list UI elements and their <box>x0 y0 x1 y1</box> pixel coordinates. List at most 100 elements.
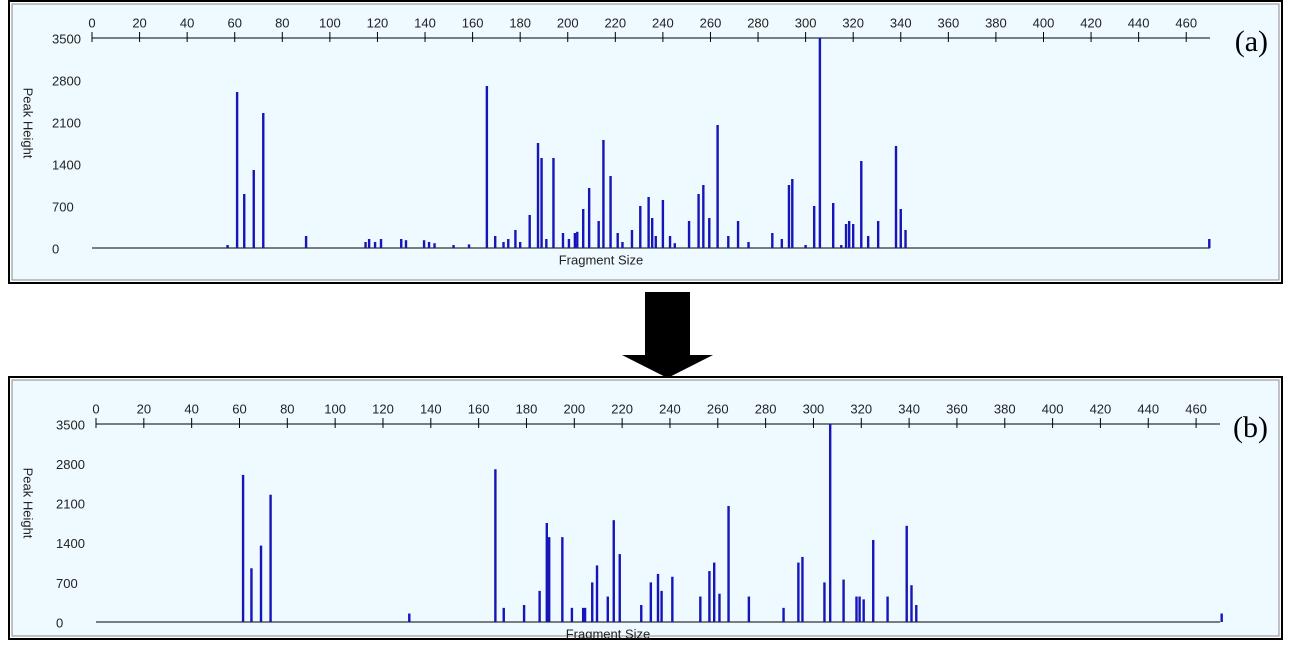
x-tick-label: 380 <box>985 15 1007 30</box>
bar <box>640 605 643 622</box>
bar <box>656 573 660 622</box>
x-tick-label: 340 <box>898 401 920 416</box>
y-tick-label: 0 <box>56 615 63 630</box>
x-tick-label: 460 <box>1185 401 1207 416</box>
bar <box>452 245 455 248</box>
bar <box>493 236 497 248</box>
panel-label: (b) <box>1233 411 1268 444</box>
x-axis-label: Fragment Size <box>566 626 651 640</box>
x-tick-label: 80 <box>280 401 294 416</box>
bar <box>404 240 408 248</box>
bar <box>502 607 505 622</box>
bar <box>801 556 804 622</box>
bar <box>433 243 436 248</box>
bar <box>747 242 750 248</box>
bar <box>583 607 587 622</box>
bar <box>727 236 730 248</box>
bar <box>708 571 711 622</box>
x-tick-label: 300 <box>803 401 825 416</box>
y-tick-label: 1400 <box>52 157 81 172</box>
bar <box>567 239 571 248</box>
y-tick-label: 2100 <box>52 115 81 130</box>
y-tick-label: 700 <box>52 199 74 214</box>
x-tick-label: 120 <box>367 15 389 30</box>
x-tick-label: 420 <box>1090 401 1112 416</box>
bar <box>787 185 791 248</box>
bar <box>612 520 615 622</box>
bar <box>862 599 865 622</box>
bar <box>618 554 621 622</box>
bar <box>660 590 663 622</box>
bar <box>647 197 650 248</box>
x-tick-label: 440 <box>1128 15 1150 30</box>
bar <box>547 537 551 622</box>
y-tick-label: 1400 <box>56 536 85 551</box>
x-tick-label: 140 <box>414 15 436 30</box>
bar <box>851 224 855 248</box>
bar <box>858 596 861 622</box>
x-tick-label: 280 <box>747 15 769 30</box>
bar <box>262 113 265 248</box>
x-tick-label: 260 <box>707 401 729 416</box>
bar <box>243 194 246 248</box>
bar <box>518 242 522 248</box>
bar <box>708 218 711 248</box>
bar <box>791 179 794 248</box>
bar <box>616 233 619 248</box>
bar <box>259 545 263 622</box>
bar <box>582 209 585 248</box>
bar <box>373 242 377 248</box>
bar <box>226 245 229 248</box>
bar <box>915 605 918 622</box>
bar <box>697 194 700 248</box>
bar <box>687 221 691 248</box>
x-tick-label: 60 <box>227 15 241 30</box>
bar <box>606 596 609 622</box>
x-tick-label: 40 <box>180 15 194 30</box>
bar <box>736 221 740 248</box>
bar <box>699 596 702 622</box>
arrow <box>622 292 713 378</box>
bar <box>485 86 489 248</box>
bar <box>828 424 832 622</box>
bar <box>241 474 245 622</box>
x-tick-label: 60 <box>232 401 246 416</box>
x-tick-label: 0 <box>88 15 95 30</box>
x-tick-label: 160 <box>462 15 484 30</box>
x-tick-label: 180 <box>516 401 538 416</box>
bar <box>832 203 835 248</box>
bar <box>650 218 654 248</box>
bar <box>639 206 642 248</box>
x-tick-label: 20 <box>132 15 146 30</box>
y-tick-label: 0 <box>52 241 59 256</box>
x-tick-label: 100 <box>324 401 346 416</box>
bar <box>367 239 371 248</box>
y-axis-label: Peak Height <box>21 468 36 539</box>
bar <box>671 576 674 622</box>
bar <box>904 230 907 248</box>
bar <box>747 596 751 622</box>
x-tick-label: 160 <box>468 401 490 416</box>
bar <box>545 523 548 622</box>
bar <box>894 146 898 248</box>
bar <box>716 125 719 248</box>
x-tick-label: 200 <box>557 15 579 30</box>
bar <box>540 158 543 248</box>
bar <box>621 242 624 248</box>
bar <box>797 562 800 622</box>
bar <box>905 525 908 622</box>
bar <box>1208 239 1211 248</box>
bar <box>591 582 594 622</box>
bar <box>467 244 471 248</box>
bar <box>727 506 730 622</box>
x-tick-label: 460 <box>1175 15 1197 30</box>
bar <box>630 230 634 248</box>
bar <box>507 239 510 248</box>
x-tick-label: 280 <box>755 401 777 416</box>
bar <box>718 593 721 622</box>
plot-background <box>11 3 1280 281</box>
x-tick-label: 400 <box>1033 15 1055 30</box>
panel-label: (a) <box>1235 25 1268 58</box>
plot-background <box>11 379 1280 637</box>
x-tick-label: 420 <box>1080 15 1102 30</box>
